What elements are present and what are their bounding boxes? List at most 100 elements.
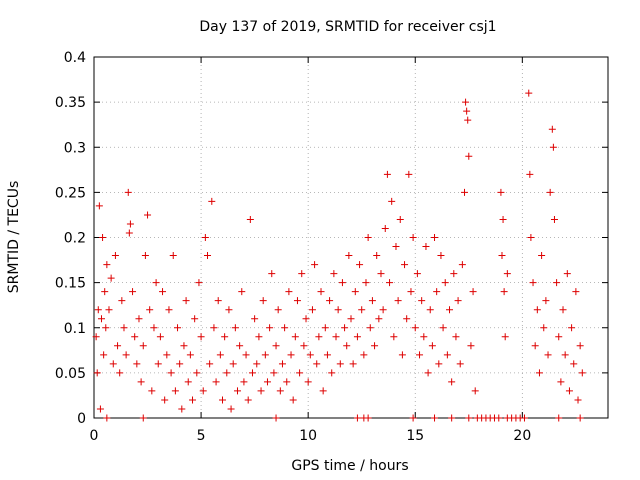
data-point bbox=[469, 288, 477, 296]
data-point bbox=[578, 369, 586, 377]
data-point bbox=[92, 333, 100, 341]
data-point bbox=[137, 378, 145, 386]
data-point bbox=[141, 252, 149, 260]
data-point bbox=[386, 279, 394, 287]
data-point bbox=[420, 333, 428, 341]
y-axis-label: SRMTID / TECUs bbox=[6, 181, 22, 294]
data-point bbox=[101, 288, 109, 296]
data-point bbox=[526, 170, 534, 178]
data-point bbox=[323, 351, 331, 359]
data-point bbox=[525, 89, 533, 97]
data-point bbox=[248, 369, 256, 377]
data-point bbox=[308, 306, 316, 314]
data-point bbox=[356, 261, 364, 269]
data-point bbox=[251, 315, 259, 323]
data-point bbox=[281, 324, 289, 332]
data-point bbox=[276, 387, 284, 395]
data-point bbox=[394, 297, 402, 305]
data-point bbox=[201, 234, 209, 241]
data-point bbox=[311, 261, 319, 269]
data-point bbox=[555, 333, 563, 341]
data-point bbox=[576, 414, 584, 422]
data-point bbox=[120, 324, 128, 332]
data-point bbox=[542, 297, 550, 305]
data-point bbox=[216, 351, 224, 359]
data-point bbox=[244, 396, 252, 404]
data-point bbox=[300, 342, 308, 350]
data-point bbox=[407, 288, 415, 296]
data-point bbox=[435, 360, 443, 368]
data-point bbox=[461, 188, 469, 196]
data-point bbox=[381, 224, 389, 232]
data-point bbox=[214, 297, 222, 305]
data-point bbox=[296, 369, 304, 377]
data-point bbox=[274, 306, 282, 314]
data-point bbox=[94, 306, 102, 314]
data-point bbox=[298, 270, 306, 278]
data-point bbox=[225, 306, 233, 314]
data-point bbox=[555, 414, 563, 422]
data-point bbox=[270, 369, 278, 377]
data-point bbox=[341, 324, 349, 332]
data-point bbox=[189, 396, 197, 404]
data-point bbox=[544, 351, 552, 359]
data-point bbox=[353, 333, 361, 341]
data-point bbox=[107, 274, 115, 282]
data-point bbox=[538, 252, 546, 260]
data-point bbox=[570, 360, 578, 368]
data-point bbox=[231, 324, 239, 332]
data-point bbox=[572, 288, 580, 296]
data-point bbox=[306, 351, 314, 359]
data-point bbox=[191, 315, 199, 323]
data-point bbox=[328, 369, 336, 377]
data-point bbox=[139, 414, 147, 422]
data-point bbox=[446, 306, 454, 314]
data-point bbox=[416, 351, 424, 359]
data-point bbox=[450, 270, 458, 278]
data-point bbox=[148, 387, 156, 395]
data-point bbox=[409, 414, 417, 422]
data-point bbox=[465, 152, 473, 160]
data-point bbox=[458, 261, 466, 269]
data-point bbox=[97, 315, 105, 323]
data-point bbox=[464, 116, 472, 124]
data-point bbox=[289, 396, 297, 404]
data-point bbox=[390, 333, 398, 341]
data-point bbox=[452, 333, 460, 341]
data-point bbox=[95, 202, 103, 210]
y-tick-label: 0.05 bbox=[55, 366, 86, 382]
data-point bbox=[392, 243, 400, 251]
data-point bbox=[291, 333, 299, 341]
data-point bbox=[428, 342, 436, 350]
data-point bbox=[557, 378, 565, 386]
data-point bbox=[338, 279, 346, 287]
data-point bbox=[259, 297, 267, 305]
data-point bbox=[366, 324, 374, 332]
data-point bbox=[131, 333, 139, 341]
data-point bbox=[206, 360, 214, 368]
data-point bbox=[210, 324, 218, 332]
data-point bbox=[266, 324, 274, 332]
data-point bbox=[99, 234, 107, 241]
data-point bbox=[124, 188, 132, 196]
y-tick-label: 0.25 bbox=[55, 185, 86, 201]
data-point bbox=[418, 297, 426, 305]
data-point bbox=[368, 297, 376, 305]
data-point bbox=[154, 360, 162, 368]
data-point bbox=[546, 188, 554, 196]
data-point bbox=[405, 170, 413, 178]
data-point bbox=[122, 351, 130, 359]
data-point bbox=[422, 243, 430, 251]
y-tick-label: 0 bbox=[77, 411, 86, 427]
data-point bbox=[319, 387, 327, 395]
data-point bbox=[533, 306, 541, 314]
data-point bbox=[426, 306, 434, 314]
data-point bbox=[471, 387, 479, 395]
data-point bbox=[144, 211, 152, 219]
data-point bbox=[462, 98, 470, 106]
data-point bbox=[362, 279, 370, 287]
data-point bbox=[503, 270, 511, 278]
data-point bbox=[456, 360, 464, 368]
data-point bbox=[431, 414, 439, 422]
